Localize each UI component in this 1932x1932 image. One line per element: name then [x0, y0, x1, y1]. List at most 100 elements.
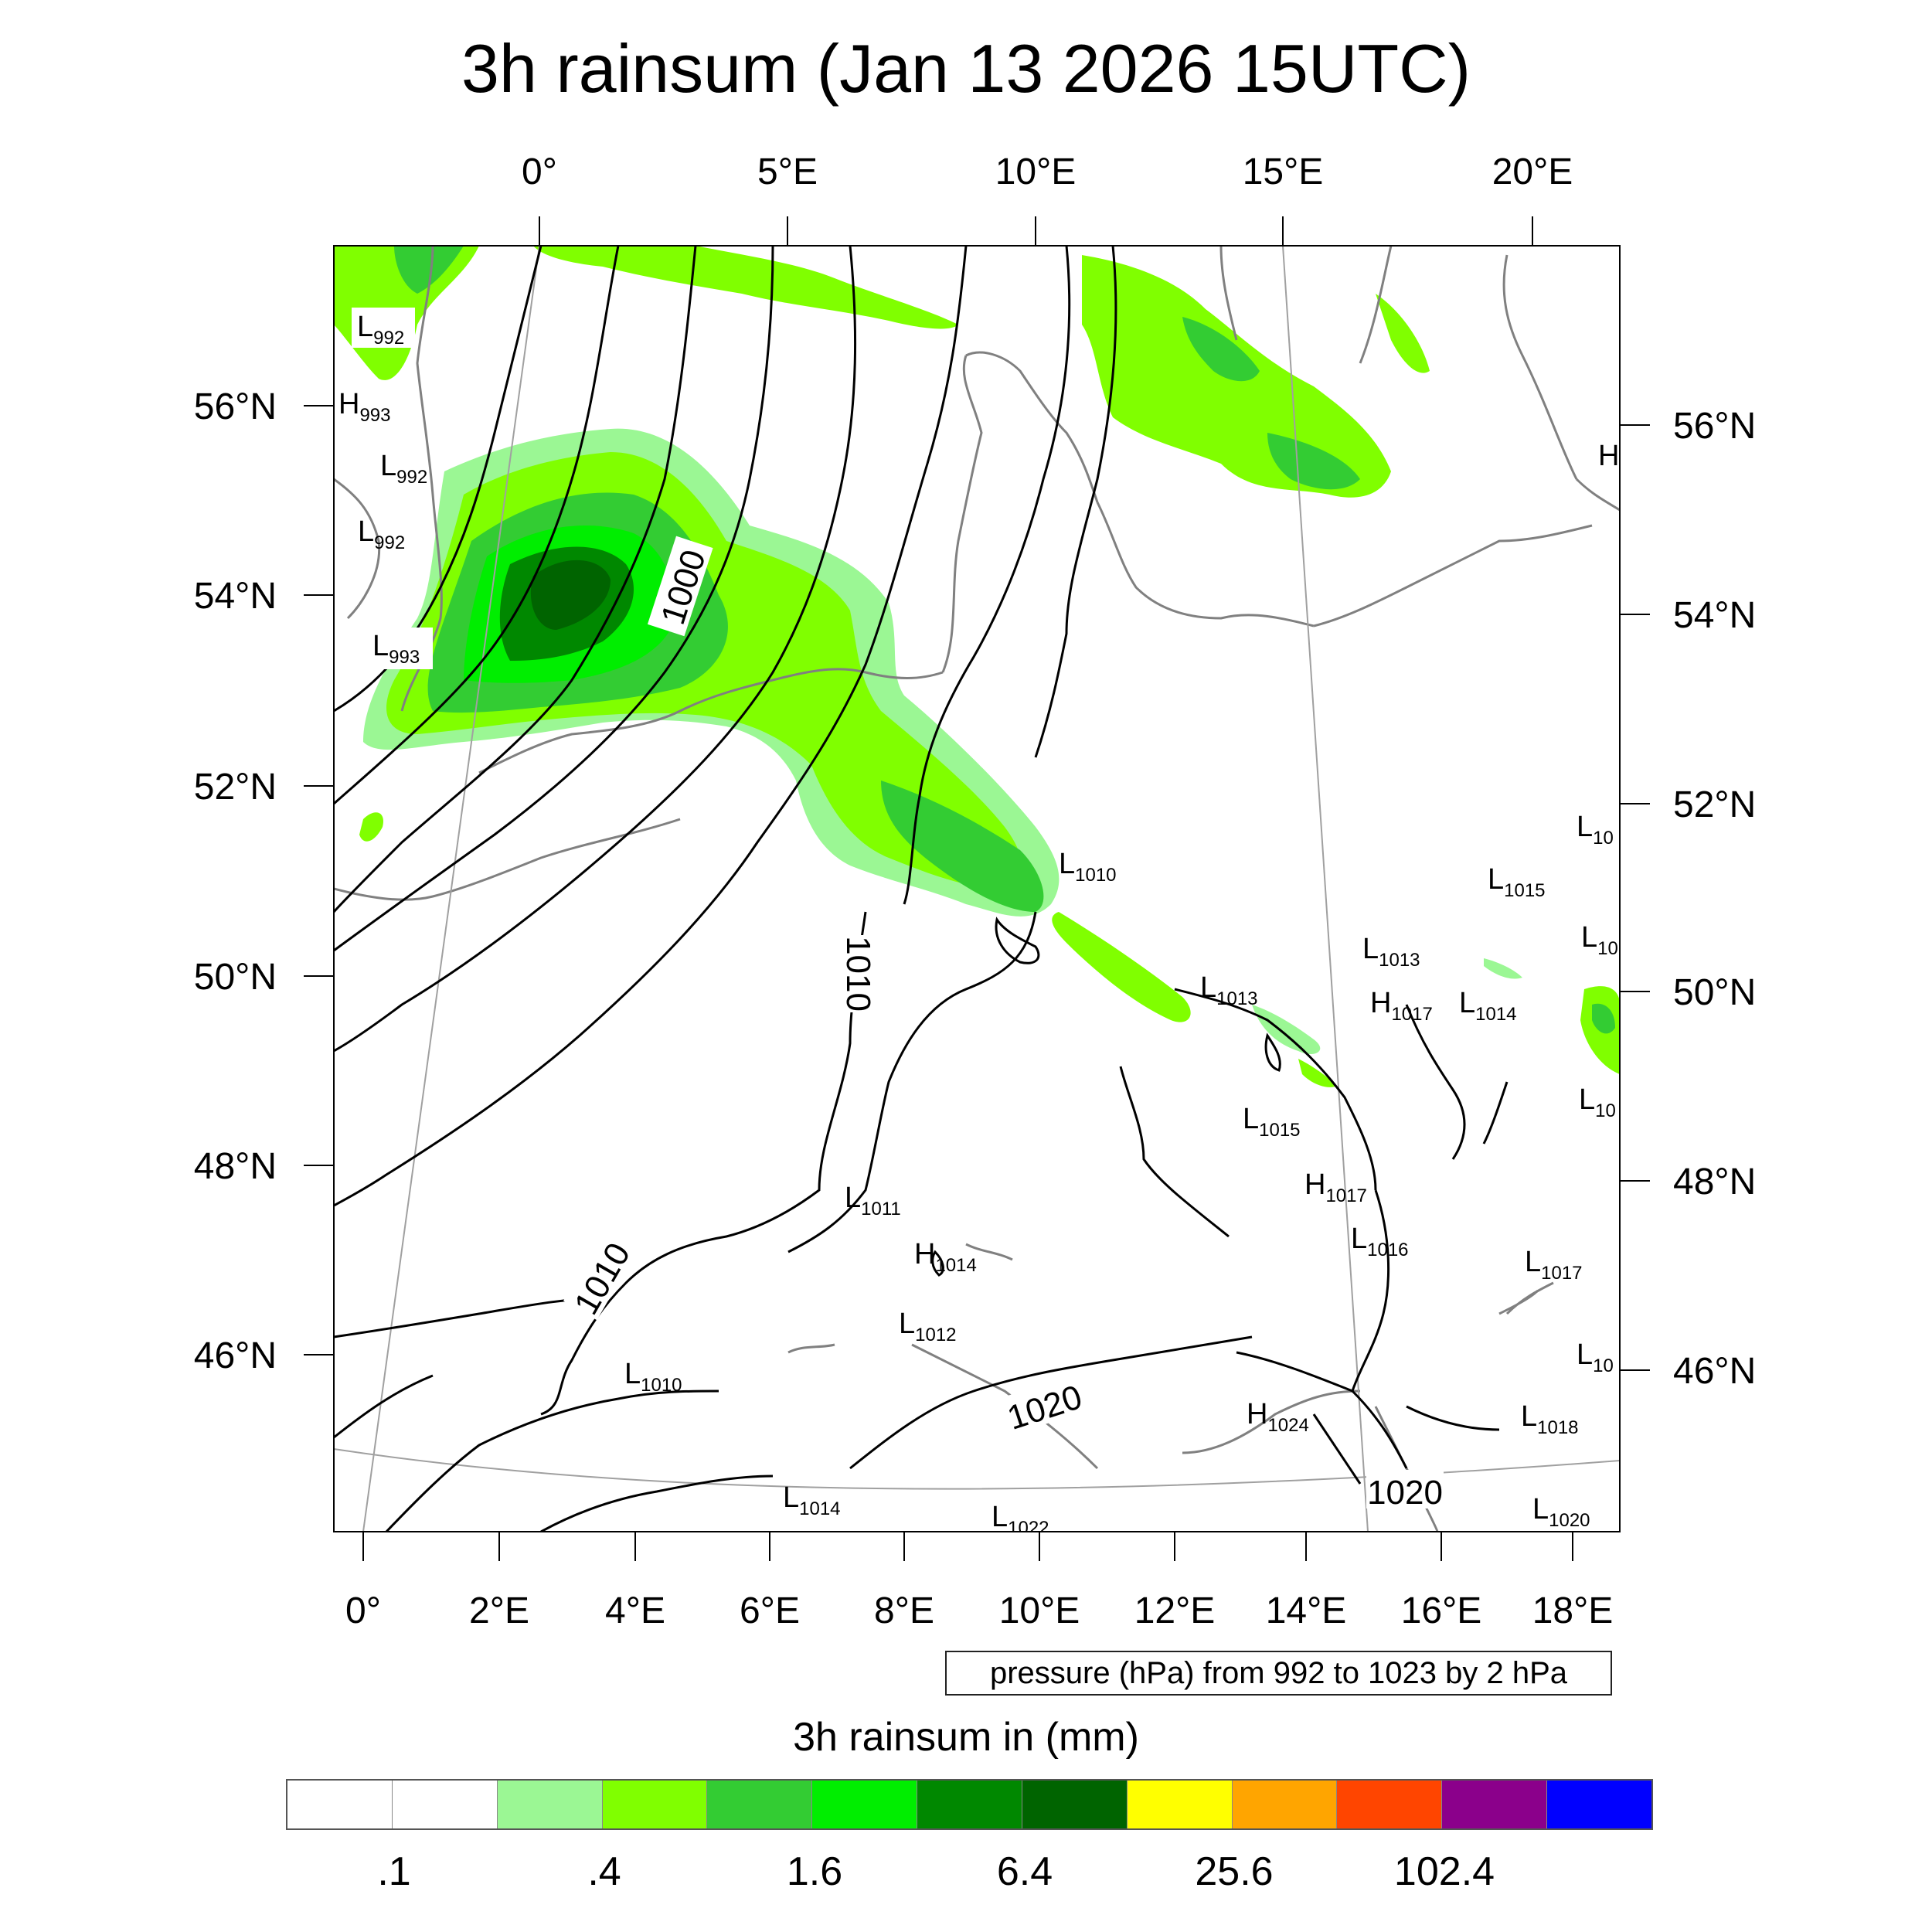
pressure-center: H1017 — [1304, 1168, 1367, 1206]
lon-label: 4°E — [605, 1590, 665, 1631]
pressure-center: L1011 — [845, 1182, 901, 1219]
pressure-center: L1013 — [1362, 933, 1420, 971]
lat-label: 54°N — [194, 576, 277, 617]
pressure-center: L1018 — [1521, 1400, 1579, 1438]
pressure-center: L1020 — [1532, 1493, 1590, 1531]
rain-patch-se2 — [1252, 1005, 1321, 1055]
lat-label: 50°N — [194, 957, 277, 998]
colorbar-label: 102.4 — [1393, 1849, 1495, 1894]
lon-label: 18°E — [1532, 1590, 1614, 1631]
colorbar-title: 3h rainsum in (mm) — [793, 1715, 1139, 1760]
pressure-center: H1024 — [1247, 1398, 1309, 1436]
lat-label: 48°N — [1673, 1162, 1756, 1202]
center-label-bg — [352, 308, 415, 348]
colorbar-swatch — [602, 1781, 708, 1828]
lon-label: 14°E — [1266, 1590, 1347, 1631]
lat-label: 50°N — [1673, 972, 1756, 1013]
colorbar-label: 25.6 — [1195, 1849, 1274, 1894]
rain-band-green — [881, 781, 1044, 912]
pressure-center: L1014 — [783, 1481, 841, 1519]
rain-patch-scandinavia-2 — [1267, 433, 1360, 490]
pressure-center: H1017 — [1370, 987, 1433, 1025]
lon-label: 2°E — [469, 1590, 529, 1631]
rain-patch-east-dark — [1592, 1003, 1615, 1034]
colorbar-swatch — [1232, 1781, 1338, 1828]
rain-patch-se3 — [1298, 1059, 1337, 1087]
map-border — [333, 245, 1621, 1532]
isobar-label-bg — [842, 935, 881, 1012]
pressure-center: L1010 — [1059, 848, 1117, 886]
rain-patch-north-dark — [394, 246, 464, 294]
pressure-center: L1015 — [1243, 1103, 1301, 1141]
pressure-center: L1022 — [992, 1501, 1049, 1539]
pressure-center: L1010 — [624, 1358, 682, 1396]
isobar-label: 1010 — [839, 936, 877, 1012]
top-lon-labels: 0° 5°E 10°E 15°E 20°E — [522, 151, 1573, 192]
colorbar — [286, 1779, 1653, 1830]
lat-label: 52°N — [1673, 784, 1756, 825]
pressure-center: L10 — [1581, 921, 1618, 959]
pressure-center: L10 — [1577, 811, 1614, 849]
rain-band-southeast — [1052, 912, 1191, 1022]
colorbar-swatch — [707, 1781, 813, 1828]
isobar-label: 1020 — [1367, 1474, 1443, 1512]
right-lat-labels: 56°N 54°N 52°N 50°N 48°N 46°N — [1673, 406, 1756, 1392]
pressure-center: L1012 — [899, 1308, 957, 1345]
rain-patch-east2 — [1484, 958, 1522, 979]
colorbar-label: .4 — [587, 1849, 621, 1894]
isobar-label-bg — [563, 1233, 636, 1321]
pressure-center: L1015 — [1488, 863, 1546, 901]
colorbar-swatch — [1547, 1781, 1651, 1828]
isobar-labels: 1000 1010 1010 1020 1020 — [563, 536, 1444, 1512]
isobar-label-bg — [647, 536, 713, 637]
colorbar-swatch — [392, 1781, 498, 1828]
lat-label: 46°N — [1673, 1351, 1756, 1392]
colorbar-swatch — [1022, 1781, 1128, 1828]
colorbar-label: 6.4 — [996, 1849, 1053, 1894]
center-label-bg — [369, 628, 433, 669]
isobar-label-bg — [1001, 1374, 1087, 1435]
tick-marks — [304, 216, 1650, 1561]
rain-field — [334, 246, 1620, 1087]
pressure-center: H1014 — [914, 1238, 977, 1276]
graticule — [334, 246, 1620, 1532]
pressure-center: L10 — [1577, 1338, 1614, 1376]
pressure-center: L992 — [358, 515, 405, 553]
rain-patch-baltic-n — [1376, 294, 1430, 373]
lon-label: 8°E — [874, 1590, 934, 1631]
colorbar-swatch — [812, 1781, 918, 1828]
contour-info-box: pressure (hPa) from 992 to 1023 by 2 hPa — [945, 1651, 1612, 1696]
rain-patch-west — [359, 812, 383, 842]
colorbar-swatch — [1337, 1781, 1443, 1828]
pressure-center: L992 — [357, 311, 404, 349]
lon-label: 5°E — [757, 151, 818, 192]
lon-label: 0° — [345, 1590, 381, 1631]
isobars — [334, 246, 1509, 1532]
pressure-center: L1014 — [1459, 987, 1517, 1025]
bottom-lon-labels: 0° 2°E 4°E 6°E 8°E 10°E 12°E 14°E 16°E 1… — [345, 1590, 1613, 1631]
rain-strip-north — [533, 246, 958, 329]
rain-area-darkest — [530, 560, 611, 630]
lon-label: 16°E — [1401, 1590, 1482, 1631]
lon-label: 12°E — [1134, 1590, 1216, 1631]
colorbar-label: .1 — [377, 1849, 411, 1894]
pressure-center: L1017 — [1525, 1246, 1583, 1284]
lon-label: 15°E — [1243, 151, 1324, 192]
pressure-center: L992 — [380, 450, 427, 488]
pressure-center: L1013 — [1200, 971, 1258, 1009]
pressure-center: L10 — [1579, 1083, 1616, 1121]
lat-label: 52°N — [194, 767, 277, 808]
lat-label: 54°N — [1673, 595, 1756, 636]
colorbar-swatch — [1442, 1781, 1548, 1828]
colorbar-swatch — [1127, 1781, 1233, 1828]
lon-label: 10°E — [995, 151, 1077, 192]
pressure-center: L1016 — [1351, 1223, 1409, 1260]
map-title: 3h rainsum (Jan 13 2026 15UTC) — [461, 30, 1471, 107]
lat-label: 56°N — [194, 386, 277, 427]
rain-patch-scandinavia-dark — [1182, 317, 1260, 382]
colorbar-label: 1.6 — [786, 1849, 843, 1894]
lat-label: 48°N — [194, 1146, 277, 1187]
lat-label: 56°N — [1673, 406, 1756, 447]
left-lat-labels: 56°N 54°N 52°N 50°N 48°N 46°N — [194, 386, 277, 1376]
